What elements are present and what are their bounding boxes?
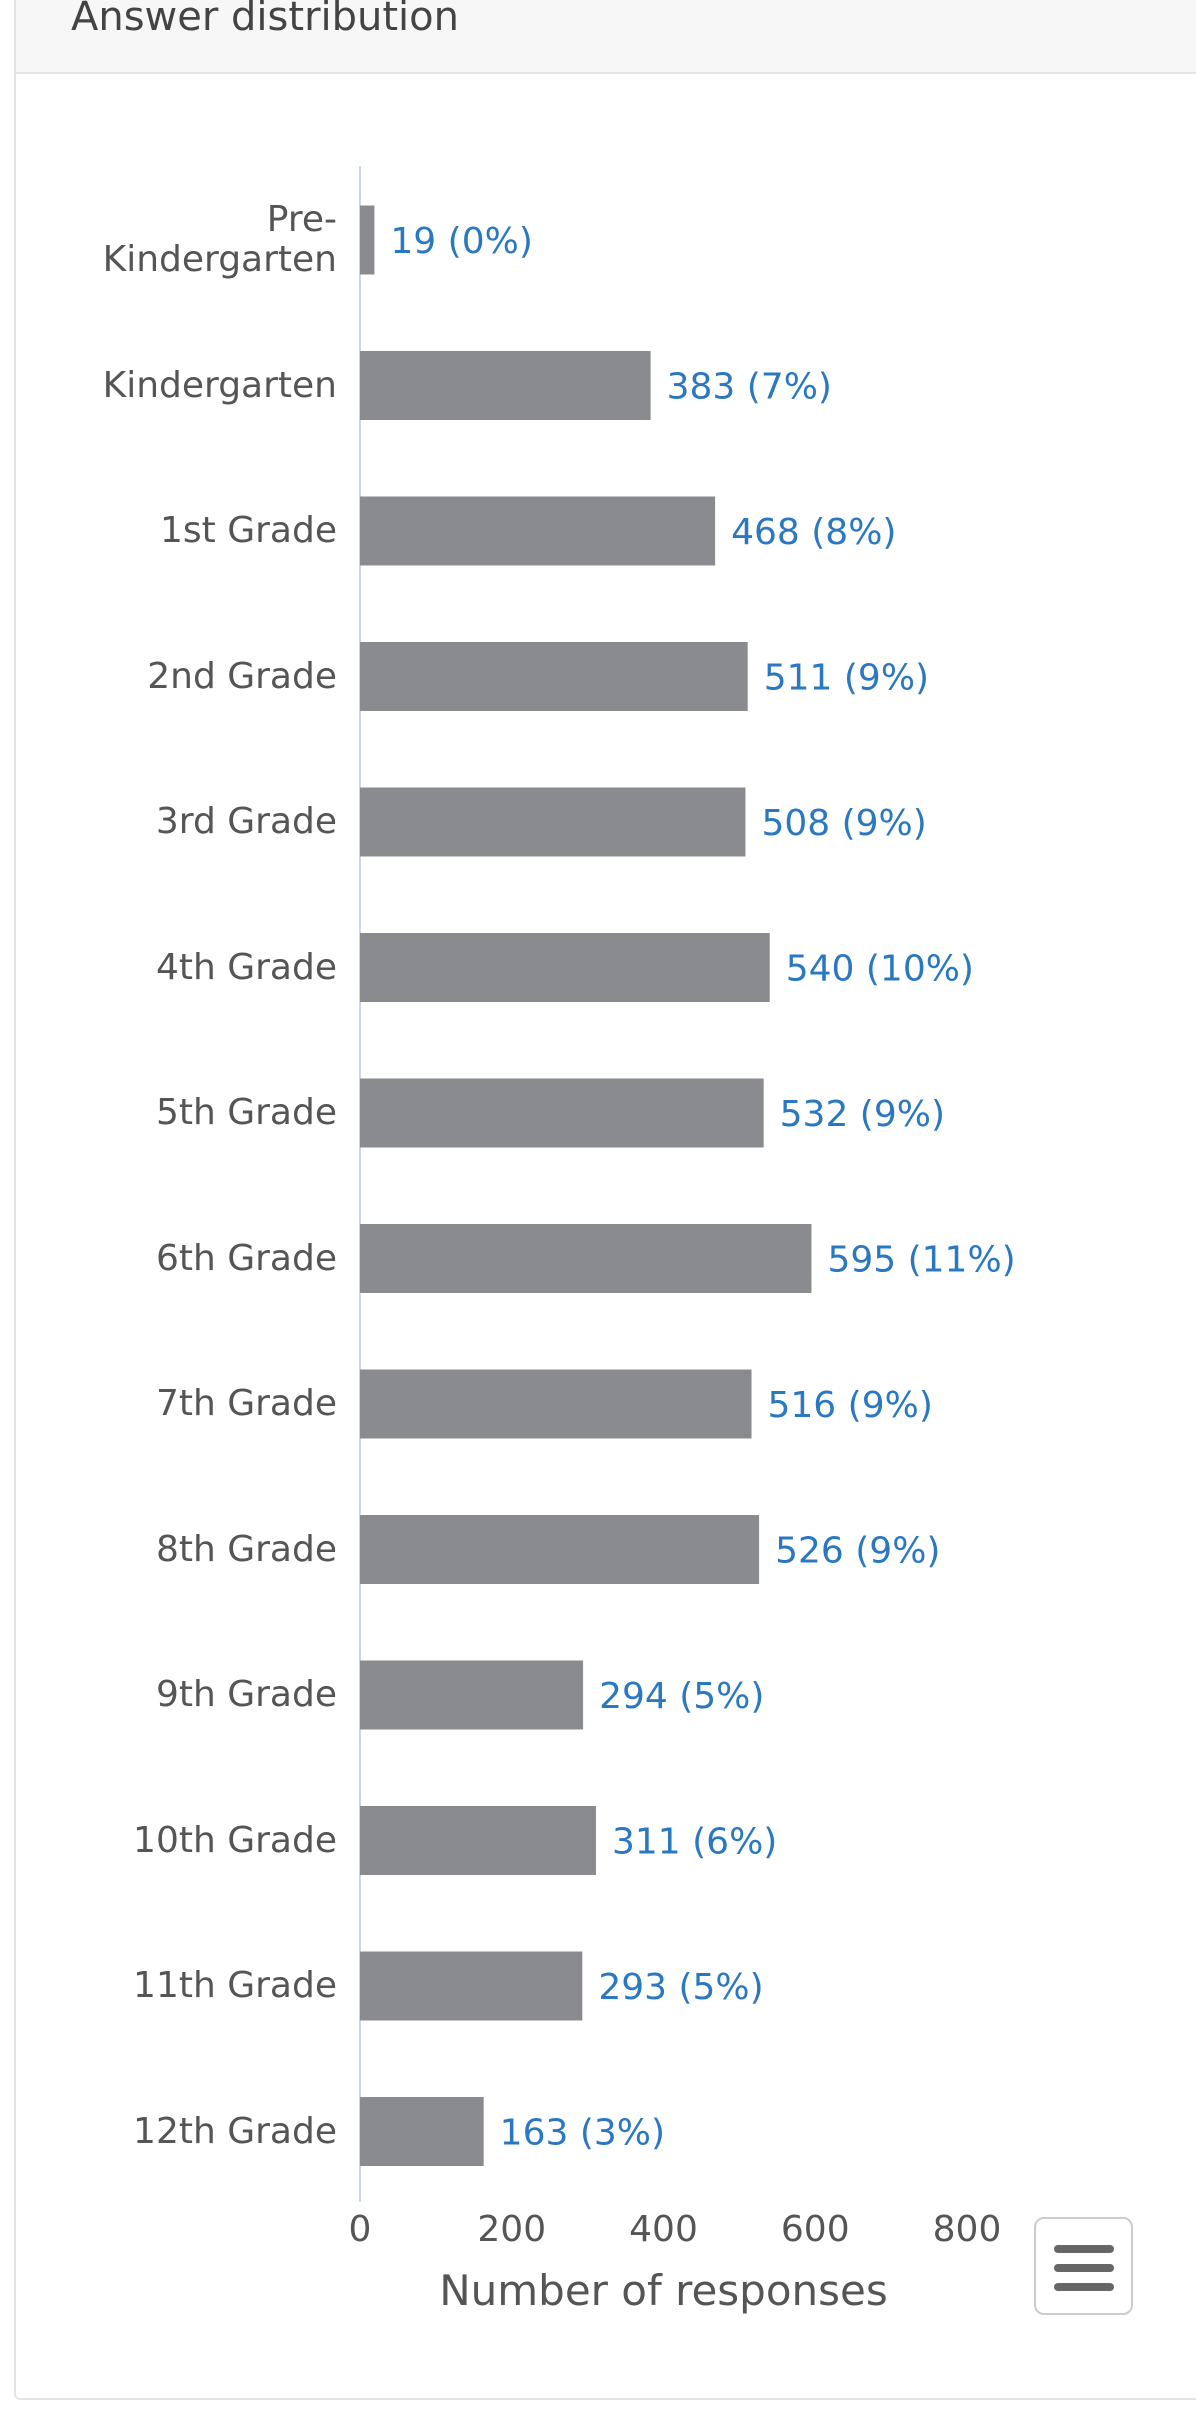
x-tick-label: 400 — [629, 2209, 698, 2250]
y-tick-label: 12th Grade — [133, 2110, 337, 2152]
x-tick-label: 200 — [477, 2209, 546, 2250]
bar — [360, 1951, 583, 2021]
bar — [360, 496, 716, 566]
menu-icon-bar — [1054, 2264, 1114, 2272]
bar — [360, 1515, 760, 1584]
data-label: 511 (9%) — [764, 658, 929, 699]
bar — [360, 351, 651, 420]
y-tick-label: 5th Grade — [155, 1092, 337, 1133]
bar — [360, 1369, 752, 1439]
bar — [360, 1078, 764, 1148]
data-label: 19 (0%) — [390, 221, 532, 262]
data-label: 516 (9%) — [768, 1385, 933, 1426]
menu-icon-bar — [1054, 2283, 1114, 2291]
menu-icon-bar — [1054, 2245, 1114, 2253]
x-tick-label: 800 — [933, 2209, 1002, 2250]
bar — [360, 787, 746, 857]
y-tick-label: 1st Grade — [160, 510, 337, 551]
y-tick-label: 8th Grade — [155, 1528, 337, 1570]
x-axis-title: Number of responses — [439, 2266, 888, 2315]
y-tick-label: 9th Grade — [155, 1674, 337, 1715]
bar — [360, 1660, 584, 1730]
data-label: 468 (8%) — [731, 512, 896, 553]
data-label: 163 (3%) — [500, 2113, 665, 2154]
y-tick-label: 10th Grade — [133, 1819, 337, 1861]
bar — [360, 933, 770, 1002]
panel-header: Answer distribution — [16, 0, 1196, 74]
y-tick-label: 7th Grade — [155, 1383, 337, 1424]
x-tick-label: 0 — [349, 2209, 372, 2250]
data-label: 311 (6%) — [612, 1822, 777, 1863]
y-tick-label: 11th Grade — [133, 1965, 337, 2006]
data-label: 383 (7%) — [667, 367, 832, 408]
y-tick-label: 4th Grade — [155, 946, 337, 988]
y-tick-label: Pre-Kindergarten — [102, 199, 337, 280]
chart-title: Answer distribution — [71, 0, 459, 40]
data-label: 294 (5%) — [599, 1676, 764, 1717]
data-label: 526 (9%) — [775, 1531, 940, 1572]
menu-button[interactable] — [1034, 2217, 1133, 2315]
data-label: 508 (9%) — [761, 803, 926, 844]
bar — [360, 1224, 812, 1293]
bar — [360, 642, 748, 711]
bar — [360, 2097, 484, 2166]
y-tick-label: 6th Grade — [155, 1237, 337, 1279]
y-tick-label: 3rd Grade — [155, 801, 337, 842]
data-label: 532 (9%) — [780, 1094, 945, 1135]
bar — [360, 205, 375, 275]
x-tick-label: 600 — [781, 2209, 850, 2250]
data-label: 595 (11%) — [827, 1240, 1015, 1281]
y-tick-label: Kindergarten — [102, 364, 337, 406]
data-label: 540 (10%) — [786, 949, 974, 990]
bar — [360, 1806, 596, 1875]
y-tick-label: 2nd Grade — [147, 655, 337, 697]
data-label: 293 (5%) — [598, 1967, 763, 2008]
